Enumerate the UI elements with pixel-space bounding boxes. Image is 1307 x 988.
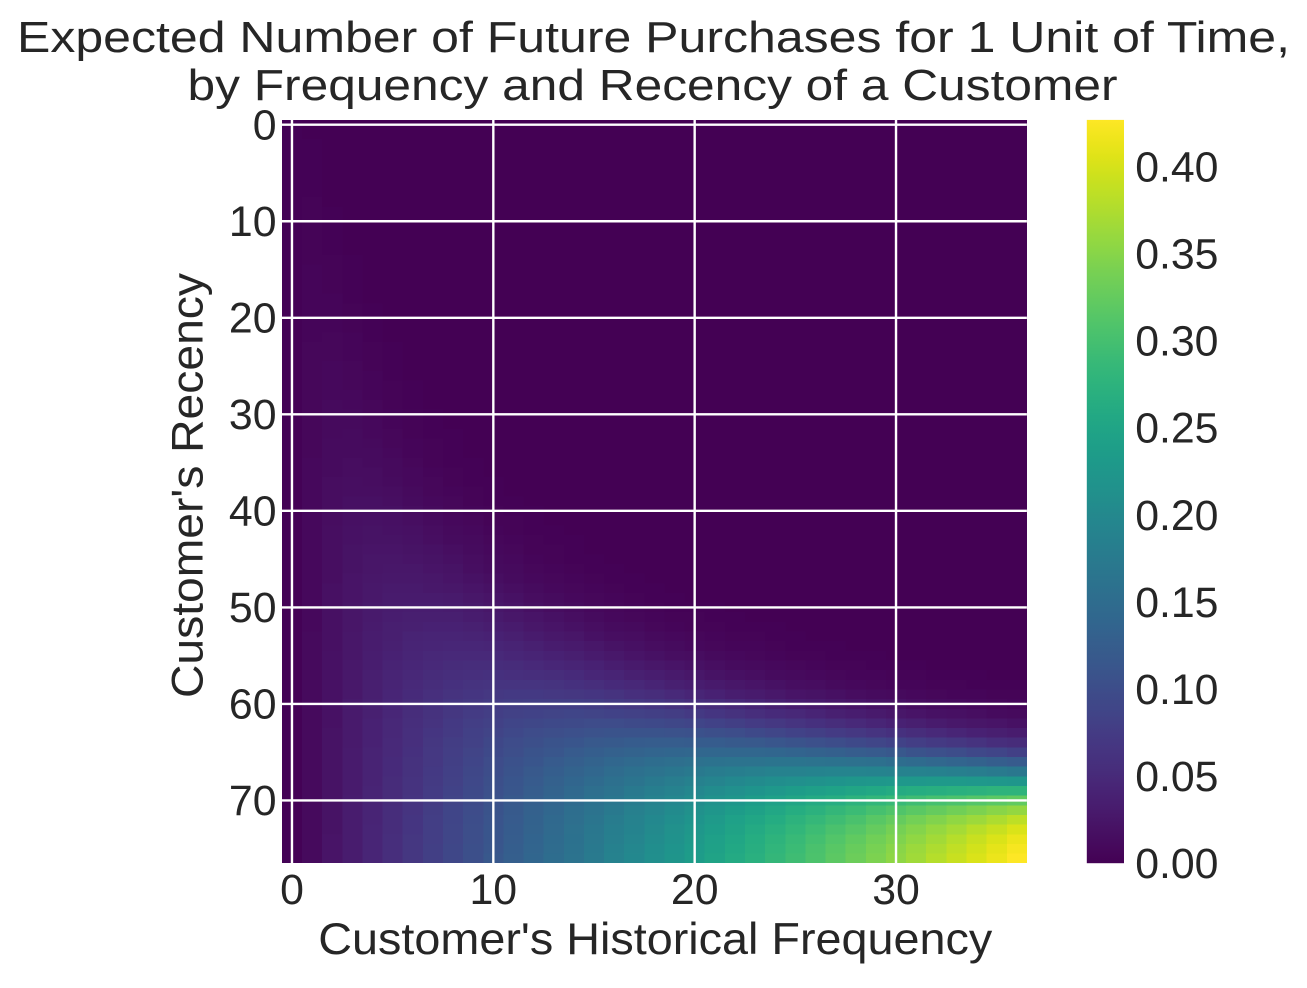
svg-text:Expected Number of Future Purc: Expected Number of Future Purchases for … [17, 14, 1290, 62]
svg-text:0.05: 0.05 [1135, 753, 1218, 801]
svg-text:70: 70 [229, 777, 277, 825]
svg-text:0.00: 0.00 [1135, 840, 1218, 888]
svg-text:0.35: 0.35 [1135, 231, 1218, 279]
svg-text:0.30: 0.30 [1135, 318, 1218, 366]
svg-text:by Frequency and Recency of a: by Frequency and Recency of a Customer [188, 62, 1118, 110]
svg-text:30: 30 [229, 391, 277, 439]
svg-text:10: 10 [229, 198, 277, 246]
svg-text:Customer's Historical Frequenc: Customer's Historical Frequency [318, 915, 993, 964]
svg-text:30: 30 [872, 866, 920, 914]
svg-text:0.20: 0.20 [1135, 492, 1218, 540]
svg-text:50: 50 [229, 584, 277, 632]
svg-text:40: 40 [229, 488, 277, 536]
svg-text:0.15: 0.15 [1135, 579, 1218, 627]
svg-text:0: 0 [280, 866, 304, 914]
svg-text:0.25: 0.25 [1135, 405, 1218, 453]
svg-text:0: 0 [253, 101, 277, 149]
svg-text:20: 20 [671, 866, 719, 914]
svg-text:0.10: 0.10 [1135, 666, 1218, 714]
svg-text:Customer's Recency: Customer's Recency [164, 272, 213, 698]
svg-text:20: 20 [229, 295, 277, 343]
svg-text:0.40: 0.40 [1135, 144, 1218, 192]
svg-text:10: 10 [469, 866, 517, 914]
svg-text:60: 60 [229, 681, 277, 729]
